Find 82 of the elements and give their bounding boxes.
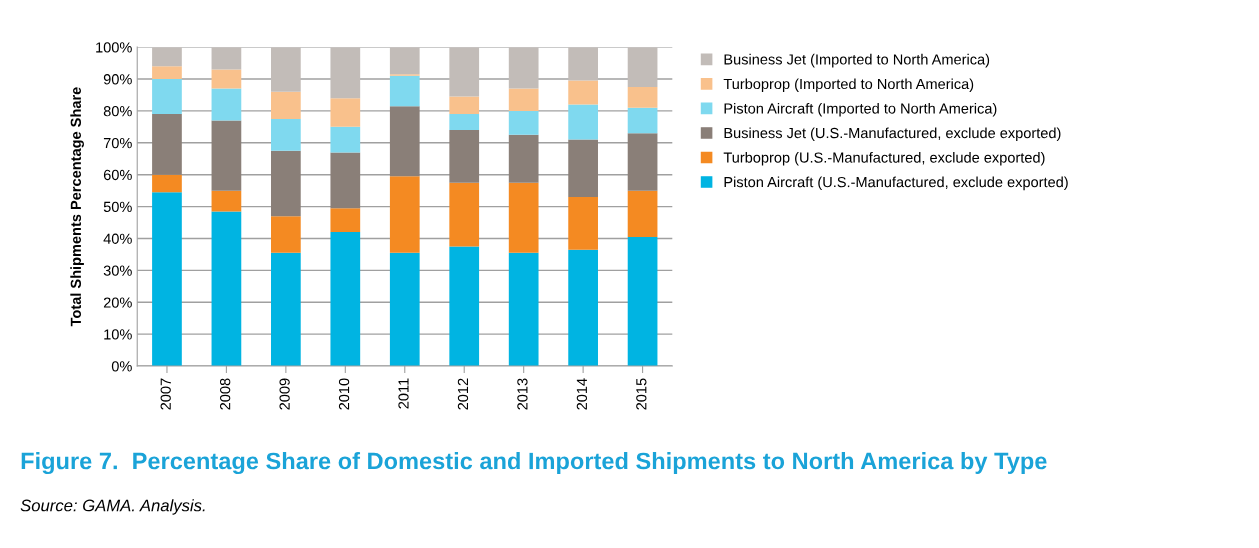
bar [330,47,361,99]
bar [271,150,301,217]
y-tick-label: 80% [103,106,132,117]
x-tick-label: 2015 [636,378,647,410]
legend-label: Turboprop (U.S.-Manufactured, exclude exported) [723,152,1045,166]
x-tick-label: 2009 [279,378,290,410]
bar [627,87,658,108]
bar [449,130,480,183]
source-note: Source: GAMA. Analysis. [20,499,205,515]
bar [389,176,420,253]
bar [449,114,480,131]
y-tick-label: 10% [104,329,132,340]
bar [330,152,361,209]
bar [627,133,658,191]
bar [627,107,658,134]
bar [449,96,480,115]
legend-label: Turboprop (Imported to North America) [723,78,974,92]
y-tick-label: 40% [103,233,132,244]
bar [211,69,242,89]
y-tick-label: 20% [103,297,132,308]
bar [211,190,242,212]
y-tick-label: 60% [103,169,132,181]
legend-label: Business Jet (Imported to North America) [724,53,990,68]
x-tick-label: 2010 [338,378,350,410]
bar [568,197,598,250]
bar [627,236,658,367]
bar [508,252,539,367]
bar [389,252,420,367]
bar [271,216,301,253]
bar [627,190,658,237]
y-tick-label: 90% [103,74,132,85]
bar [449,182,480,247]
bar [152,192,182,367]
bar [152,174,182,193]
bar [271,252,301,367]
bar [568,47,598,81]
bar [508,47,539,89]
bar [330,98,361,127]
bar [568,80,598,105]
bar [152,79,182,115]
legend-label: Piston Aircraft (U.S.-Manufactured, exclude exported) [724,176,1068,191]
y-tick-label: 100% [96,42,132,53]
bar [211,88,242,121]
bar [330,208,361,233]
y-tick-label: 0% [111,361,132,372]
bar [152,114,182,175]
legend-label: Piston Aircraft (Imported to North America) [724,102,997,117]
x-tick-label: 2008 [220,378,231,410]
y-axis-title: Total Shipments Percentage Share [70,87,84,327]
bar [211,211,242,367]
bar [271,91,301,119]
bar [330,126,361,153]
x-tick-label: 2012 [457,378,469,410]
bar [627,47,658,87]
bar [508,182,539,253]
bar [389,75,420,107]
bar [508,88,539,111]
bar [330,232,361,367]
text: Figure 7. Percentage Share of Domestic and Imported Shipments to North America by Type [21,452,1047,475]
y-tick-label: 70% [103,137,132,149]
x-tick-label: 2011 [398,378,409,409]
bar [449,246,480,367]
bar [568,139,598,198]
bar [211,47,242,70]
bar [508,134,539,183]
bar [152,66,182,80]
x-tick-label: 2013 [517,378,528,410]
bar [568,249,598,367]
bar [449,47,480,97]
bar [568,104,598,140]
bar [211,120,242,191]
bar [271,47,301,92]
x-tick-label: 2014 [576,378,588,410]
bar [271,118,301,151]
y-tick-label: 50% [103,201,132,213]
x-tick-label: 2007 [160,378,171,410]
bar [152,47,182,67]
y-tick-label: 30% [103,265,132,276]
bar [508,110,539,135]
bar [389,47,420,75]
bar [389,106,420,177]
legend-label: Business Jet (U.S.-Manufactured, exclude exported) [724,127,1061,142]
